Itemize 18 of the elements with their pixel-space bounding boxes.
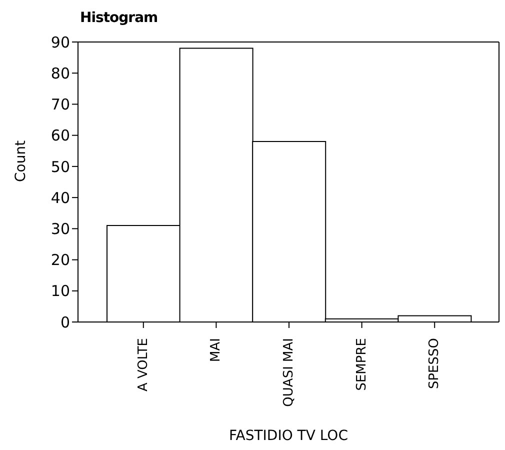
y-tick-label: 90 bbox=[50, 33, 70, 52]
y-axis-title: Count bbox=[12, 140, 29, 182]
x-tick-label: SPESSO bbox=[427, 338, 442, 390]
y-tick-label: 0 bbox=[60, 313, 70, 332]
x-tick-label: MAI bbox=[208, 338, 224, 362]
x-tick-label: A VOLTE bbox=[136, 338, 151, 392]
x-axis-title: FASTIDIO TV LOC bbox=[229, 428, 348, 444]
y-tick-label: 30 bbox=[50, 220, 70, 238]
y-tick-label: 50 bbox=[50, 158, 70, 176]
x-tick-label: SEMPRE bbox=[354, 338, 370, 391]
y-tick-label: 10 bbox=[50, 282, 70, 300]
y-tick-label: 70 bbox=[50, 96, 70, 114]
x-tick-label: QUASI MAI bbox=[282, 338, 296, 407]
y-tick-label: 40 bbox=[50, 188, 70, 207]
y-tick-label: 60 bbox=[50, 126, 70, 145]
y-tick-label: 80 bbox=[50, 64, 70, 82]
chart-title: Histogram bbox=[80, 10, 158, 26]
y-tick-label: 20 bbox=[50, 251, 70, 270]
